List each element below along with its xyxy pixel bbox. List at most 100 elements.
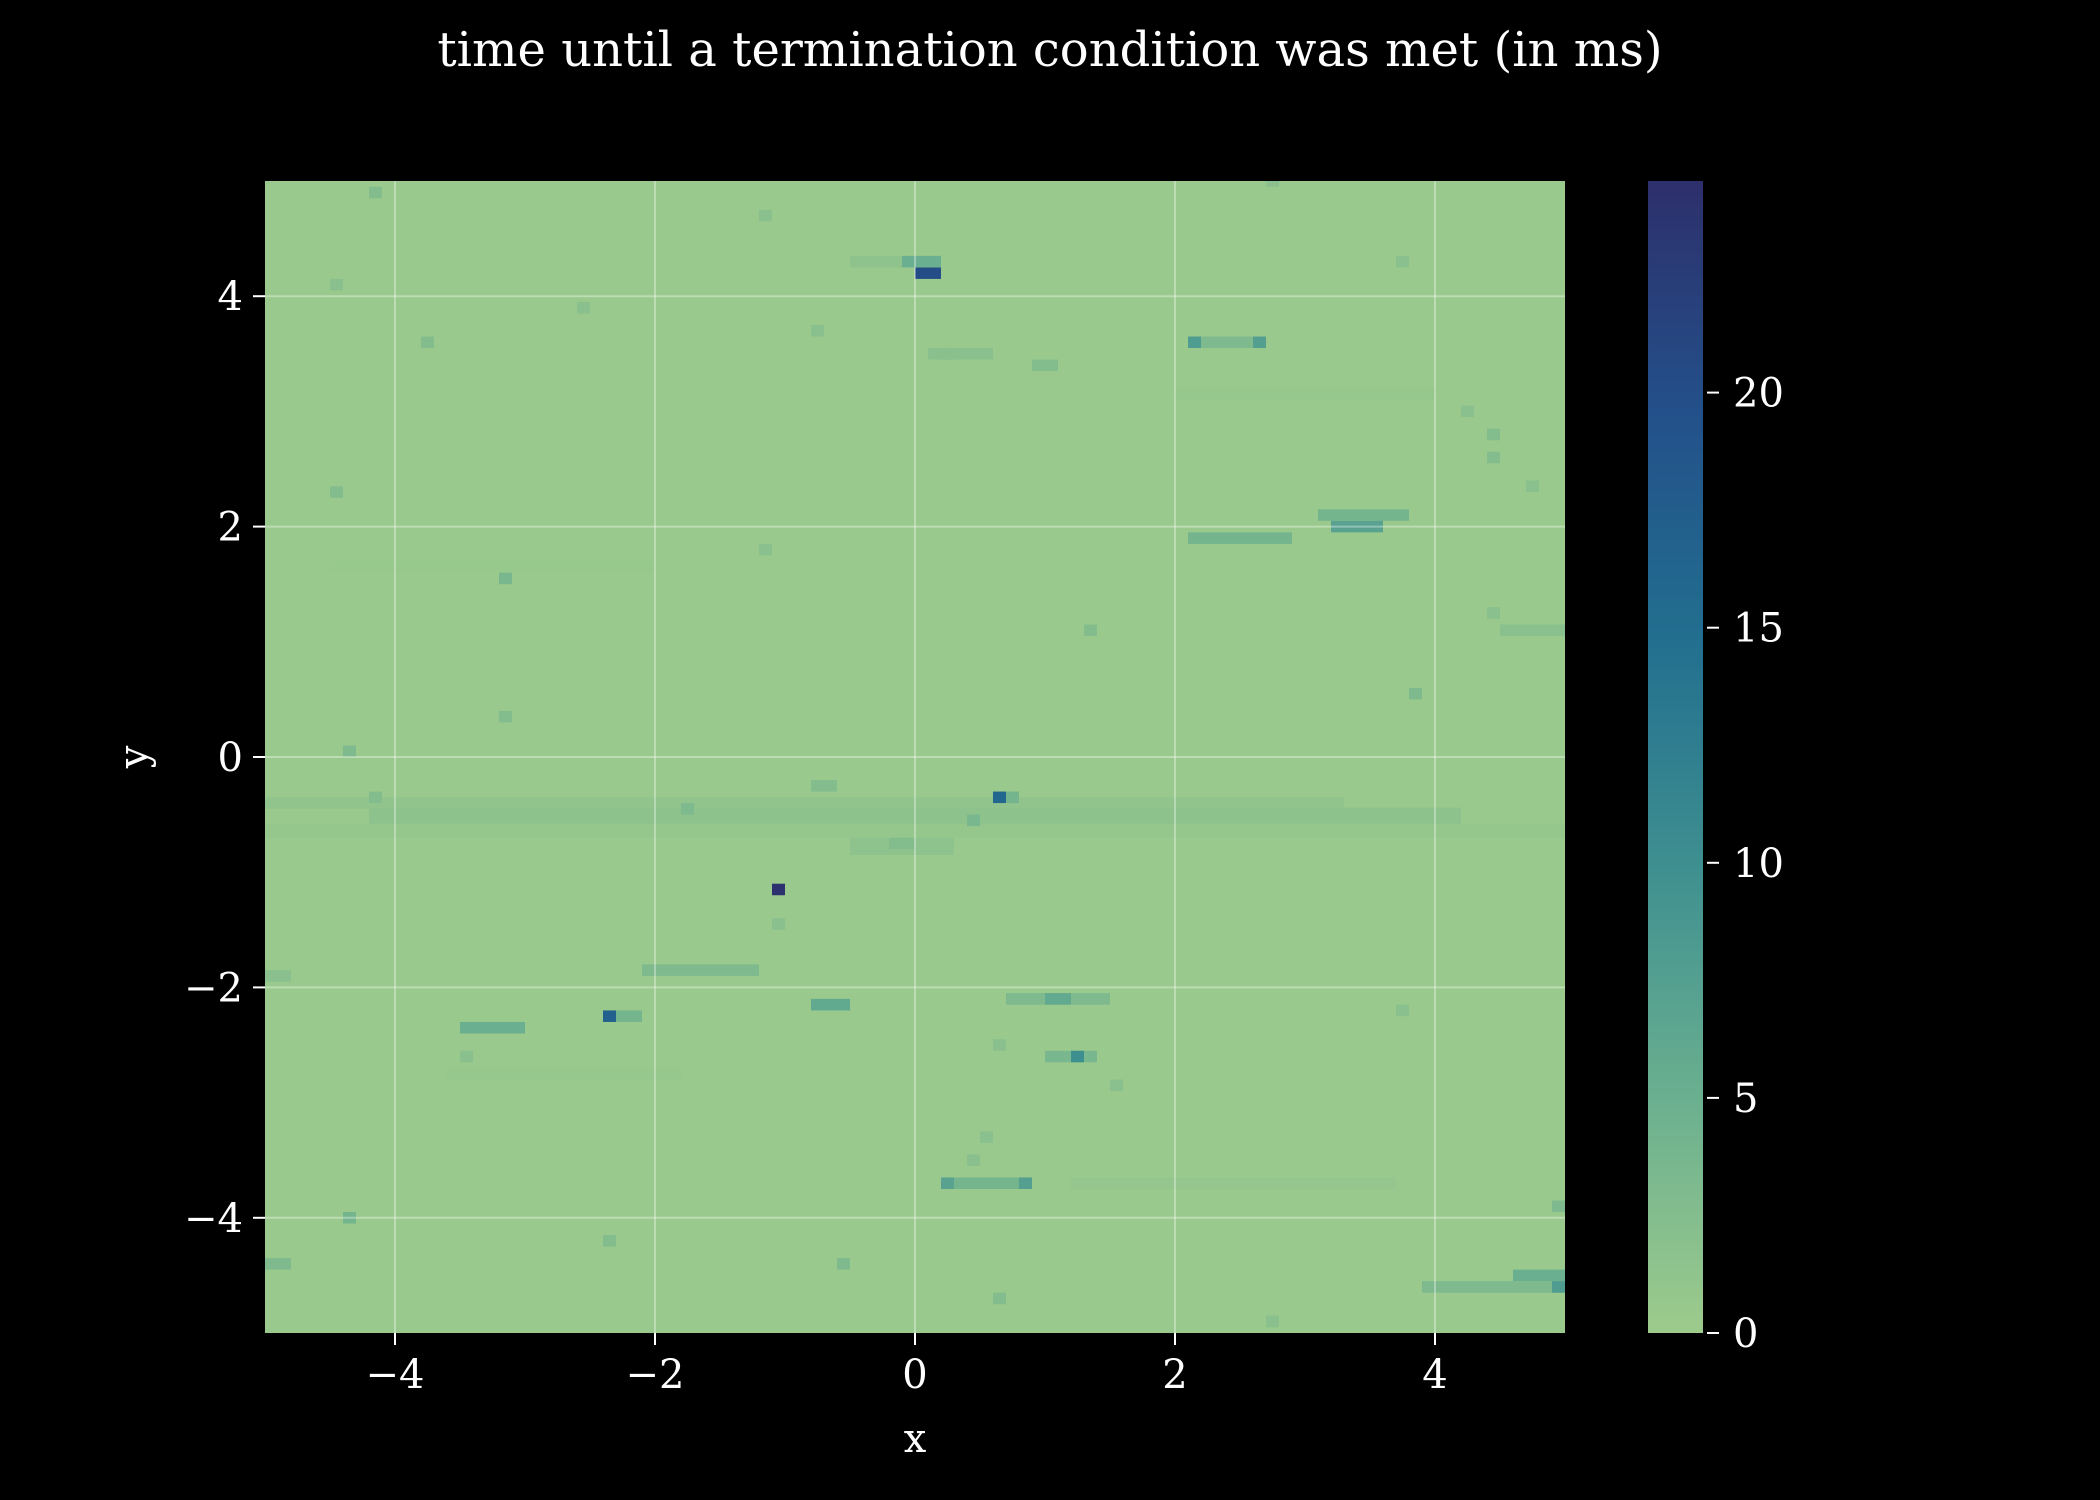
heatmap-cell (941, 1177, 1032, 1189)
heatmap-cell (1019, 1177, 1032, 1189)
heatmap-cell (1422, 1281, 1565, 1293)
heatmap-cell (850, 255, 902, 268)
y-tick-label: 4 (218, 274, 243, 320)
heatmap-cell (1461, 405, 1474, 418)
heatmap-cell (369, 791, 382, 804)
heatmap-cell (1110, 1079, 1123, 1092)
plot-area (265, 181, 1565, 1333)
heatmap-cell (980, 1131, 993, 1143)
heatmap-cell (1487, 607, 1500, 619)
heatmap-cell (889, 837, 915, 850)
heatmap-cell (603, 1235, 616, 1247)
y-tick-label: 2 (218, 505, 243, 551)
heatmap-cell (993, 1292, 1006, 1305)
colorbar: 0 5 10 15 20 (1648, 181, 1784, 1357)
heatmap-cell (460, 1021, 525, 1034)
colorbar-tick-label: 0 (1733, 1311, 1758, 1357)
heatmap-cell (1188, 336, 1201, 349)
heatmap-cell (967, 814, 980, 827)
heatmap-cell (343, 1212, 356, 1224)
colorbar-tick-label: 20 (1733, 371, 1784, 417)
chart-title: time until a termination condition was m… (437, 22, 1662, 78)
heatmap-cell (343, 745, 356, 757)
heatmap-cell (1409, 687, 1422, 700)
x-axis: −4 −2 0 2 4 (366, 1333, 1448, 1398)
colorbar-ticks: 0 5 10 15 20 (1707, 371, 1784, 1357)
heatmap-cell (1552, 1281, 1565, 1293)
heatmap-cell (460, 1050, 473, 1063)
heatmap-cell (1513, 1269, 1565, 1282)
heatmap-band (1071, 1177, 1396, 1189)
heatmap-cell (993, 791, 1006, 804)
heatmap-cell (1396, 255, 1409, 268)
x-tick-label: −4 (366, 1352, 425, 1398)
heatmap-cell (1318, 509, 1409, 521)
heatmap-cell (330, 486, 343, 498)
heatmap-cell (603, 1010, 616, 1022)
colorbar-tick-label: 10 (1733, 841, 1784, 887)
heatmap-cell (499, 572, 512, 585)
heatmap-cell (265, 970, 291, 982)
heatmap-cell (759, 209, 772, 222)
heatmap-cell (811, 325, 824, 337)
heatmap-background (265, 181, 1565, 1333)
heatmap-cell (681, 803, 694, 815)
heatmap-cell (941, 1177, 954, 1189)
heatmap-cell (1253, 336, 1266, 349)
heatmap-cell (421, 336, 434, 349)
heatmap-cell (811, 998, 850, 1011)
heatmap-band (447, 1068, 681, 1080)
heatmap-cell (1396, 1004, 1409, 1017)
heatmap-cell (1487, 451, 1500, 464)
heatmap-cell (1006, 791, 1019, 804)
heatmap-cell (1331, 520, 1383, 533)
heatmap-cell (1266, 1315, 1279, 1328)
heatmap-cell (928, 348, 993, 360)
heatmap-cell (967, 1154, 980, 1166)
heatmap-band (1175, 388, 1435, 400)
y-tick-label: 0 (218, 735, 243, 781)
heatmap-cell (369, 186, 382, 199)
heatmap-band (265, 823, 1565, 838)
y-axis-label: y (111, 745, 157, 769)
heatmap-cell (759, 543, 772, 556)
heatmap-cell (1201, 336, 1253, 349)
heatmap-cell (811, 780, 837, 792)
heatmap-cell (993, 1039, 1006, 1051)
heatmap-cell (499, 710, 512, 723)
y-tick-label: −4 (184, 1196, 243, 1242)
heatmap-band (330, 561, 655, 573)
x-tick-label: 0 (902, 1352, 927, 1398)
heatmap-cell (1266, 181, 1279, 187)
heatmap-cells (265, 181, 1565, 1328)
heatmap-cell (577, 301, 590, 314)
heatmap-cell (1045, 993, 1071, 1005)
x-axis-label: x (904, 1416, 927, 1462)
heatmap-cell (772, 883, 785, 896)
x-tick-label: −2 (626, 1352, 685, 1398)
heatmap-cell (1188, 532, 1292, 544)
heatmap-band (369, 807, 1461, 824)
heatmap-cell (1084, 624, 1097, 637)
heatmap-cell (837, 1258, 850, 1270)
heatmap-cell (265, 1258, 291, 1270)
heatmap-cell (1500, 624, 1565, 637)
x-tick-label: 2 (1162, 1352, 1187, 1398)
colorbar-tick-label: 15 (1733, 606, 1784, 652)
x-tick-label: 4 (1422, 1352, 1447, 1398)
heatmap-cell (772, 918, 785, 930)
heatmap-cell (642, 964, 759, 976)
heatmap-band (265, 797, 1344, 809)
heatmap-cell (1071, 1050, 1084, 1063)
gridlines (265, 181, 1565, 1333)
heatmap-cell (902, 255, 941, 268)
heatmap-cell (915, 267, 941, 279)
heatmap-cell (1552, 1200, 1565, 1213)
heatmap-cell (1487, 428, 1500, 441)
colorbar-gradient (1648, 181, 1703, 1333)
heatmap-cell (330, 278, 343, 291)
heatmap-cell (1032, 359, 1058, 372)
colorbar-tick-label: 5 (1733, 1076, 1758, 1122)
heatmap-cell (616, 1010, 642, 1022)
